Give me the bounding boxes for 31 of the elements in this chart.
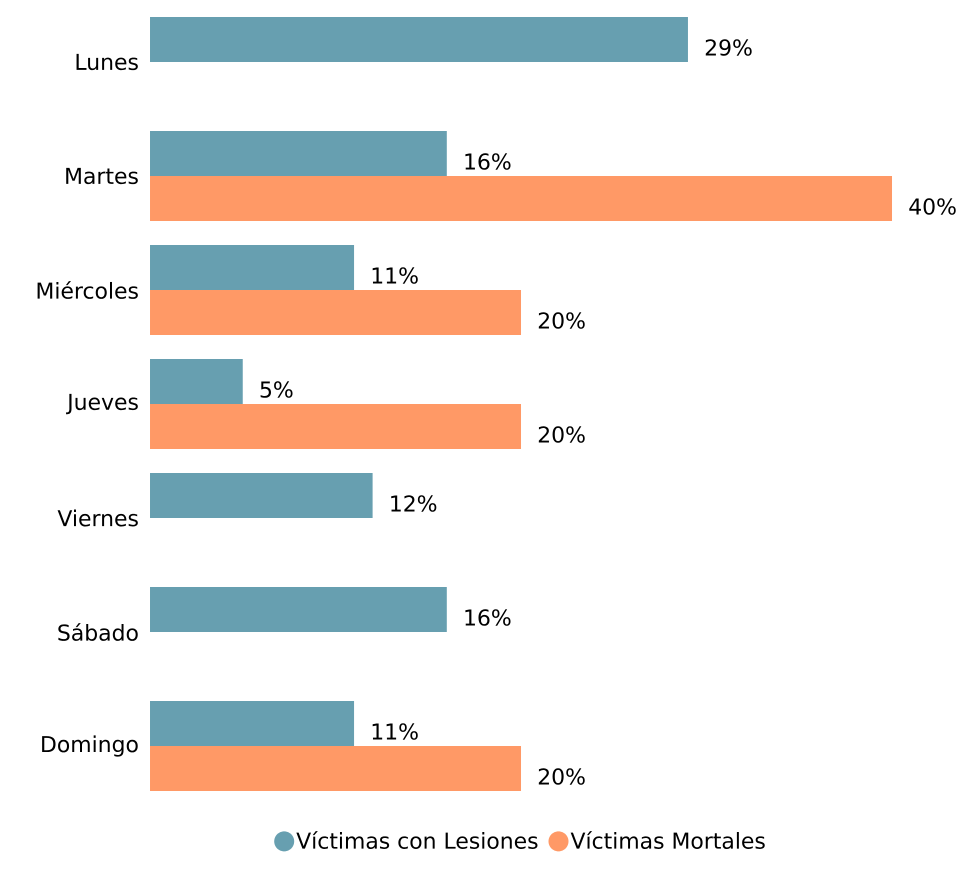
bar xyxy=(150,17,688,62)
data-label: 12% xyxy=(391,495,436,512)
data-label: 16% xyxy=(465,609,511,626)
legend-label: Víctimas con Lesiones xyxy=(296,831,538,849)
bar xyxy=(150,176,892,222)
bar xyxy=(150,701,354,746)
y-tick-label: Sábado xyxy=(58,623,138,641)
bar xyxy=(150,131,447,176)
legend-label: Víctimas Mortales xyxy=(570,831,765,849)
bar xyxy=(150,746,522,792)
bar xyxy=(150,587,447,632)
data-label: 20% xyxy=(538,312,585,329)
y-tick-label: Lunes xyxy=(76,54,138,70)
data-label: 16% xyxy=(465,153,511,170)
bar xyxy=(150,359,243,404)
data-label: 40% xyxy=(909,198,956,215)
y-tick-label: Viernes xyxy=(58,510,138,526)
y-tick-label: Martes xyxy=(66,168,138,184)
y-tick-label: Jueves xyxy=(66,394,138,414)
data-label: 11% xyxy=(372,267,418,284)
bar xyxy=(150,245,354,290)
data-label: 5% xyxy=(260,381,293,398)
data-label: 29% xyxy=(706,39,752,56)
data-label: 11% xyxy=(372,723,418,740)
bar xyxy=(150,404,522,450)
y-tick-label: Domingo xyxy=(42,735,138,757)
data-label: 20% xyxy=(538,768,585,785)
y-tick-label: Miércoles xyxy=(38,281,138,299)
bar xyxy=(150,473,373,518)
data-label: 20% xyxy=(538,426,585,443)
bar xyxy=(150,290,522,336)
